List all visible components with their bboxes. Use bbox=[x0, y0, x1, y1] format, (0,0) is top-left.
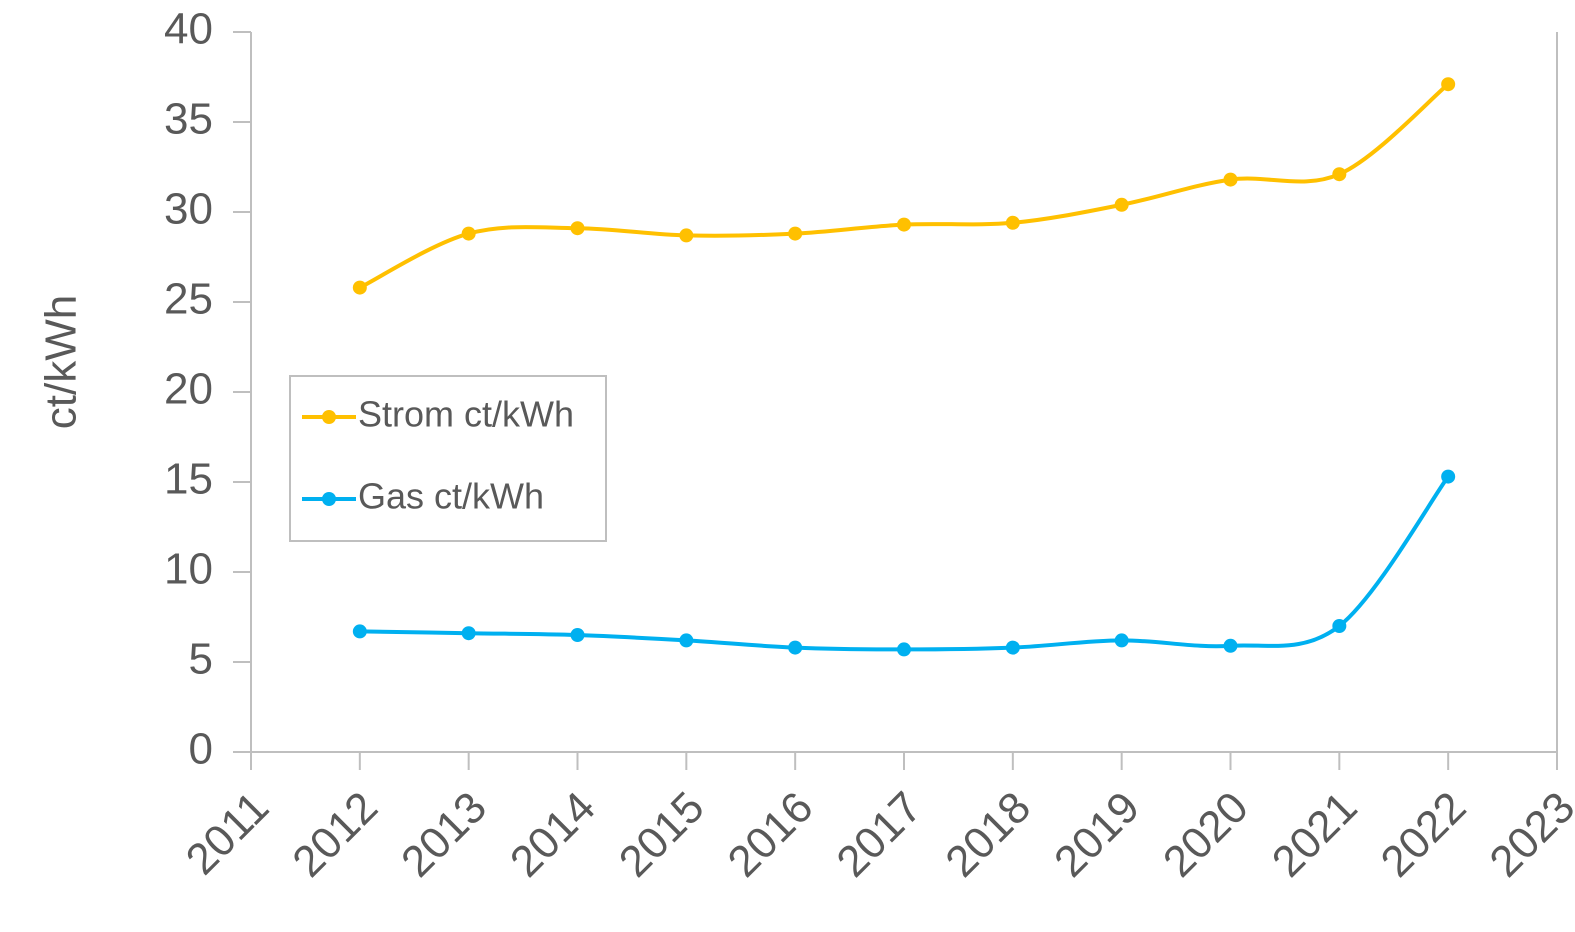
y-tick-label: 40 bbox=[164, 5, 213, 54]
data-point bbox=[1114, 197, 1129, 212]
data-point bbox=[352, 624, 367, 639]
data-point bbox=[1114, 633, 1129, 648]
data-point bbox=[788, 640, 803, 655]
data-point bbox=[1441, 469, 1456, 484]
legend-box bbox=[289, 375, 607, 542]
data-point bbox=[897, 217, 911, 232]
x-tick-label: 2011 bbox=[177, 783, 279, 885]
data-point bbox=[788, 226, 803, 241]
x-tick-label: 2022 bbox=[1372, 783, 1476, 887]
data-point bbox=[1005, 640, 1020, 655]
y-tick-label: 15 bbox=[164, 455, 213, 504]
x-tick-label: 2013 bbox=[392, 783, 496, 887]
x-tick-label: 2015 bbox=[610, 783, 714, 887]
legend-label: Gas ct/kWh bbox=[358, 476, 544, 517]
x-tick-label: 2023 bbox=[1480, 783, 1575, 887]
x-tick-label: 2018 bbox=[936, 783, 1040, 887]
x-tick-label: 2016 bbox=[719, 783, 823, 887]
data-point bbox=[1223, 172, 1238, 187]
y-tick-label: 20 bbox=[164, 365, 213, 414]
y-tick-label: 0 bbox=[189, 725, 213, 774]
data-point bbox=[679, 633, 694, 648]
data-point bbox=[679, 228, 694, 243]
y-axis-label: ct/kWh bbox=[37, 295, 86, 429]
x-tick-label: 2020 bbox=[1154, 783, 1258, 887]
data-point bbox=[1332, 167, 1347, 182]
y-tick-label: 30 bbox=[164, 185, 213, 234]
data-point bbox=[897, 642, 911, 657]
data-point bbox=[570, 221, 585, 236]
x-tick-label: 2014 bbox=[501, 783, 605, 887]
legend-marker bbox=[322, 492, 336, 506]
x-tick-label: 2019 bbox=[1045, 783, 1149, 887]
x-tick-label: 2017 bbox=[827, 783, 931, 887]
data-point bbox=[461, 226, 476, 241]
data-point bbox=[570, 628, 585, 642]
x-tick-label: 2012 bbox=[283, 783, 387, 887]
data-point bbox=[1441, 77, 1456, 92]
data-point bbox=[1332, 619, 1347, 633]
series-line bbox=[358, 82, 1450, 290]
data-point bbox=[1005, 215, 1020, 230]
legend-marker bbox=[322, 410, 336, 424]
legend-label: Strom ct/kWh bbox=[358, 394, 574, 435]
legend: Strom ct/kWh Gas ct/kWh bbox=[289, 375, 607, 542]
y-tick-label: 25 bbox=[164, 275, 213, 324]
data-point bbox=[461, 626, 476, 641]
y-tick-label: 5 bbox=[189, 635, 213, 684]
y-tick-label: 10 bbox=[164, 545, 213, 594]
y-tick-label: 35 bbox=[164, 95, 213, 144]
data-point bbox=[352, 280, 367, 295]
data-point bbox=[1223, 638, 1238, 653]
x-tick-label: 2021 bbox=[1263, 783, 1367, 887]
